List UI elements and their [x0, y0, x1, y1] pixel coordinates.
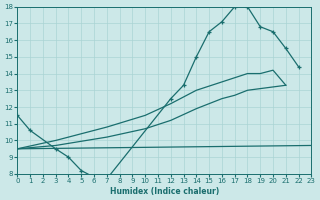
X-axis label: Humidex (Indice chaleur): Humidex (Indice chaleur): [110, 187, 219, 196]
